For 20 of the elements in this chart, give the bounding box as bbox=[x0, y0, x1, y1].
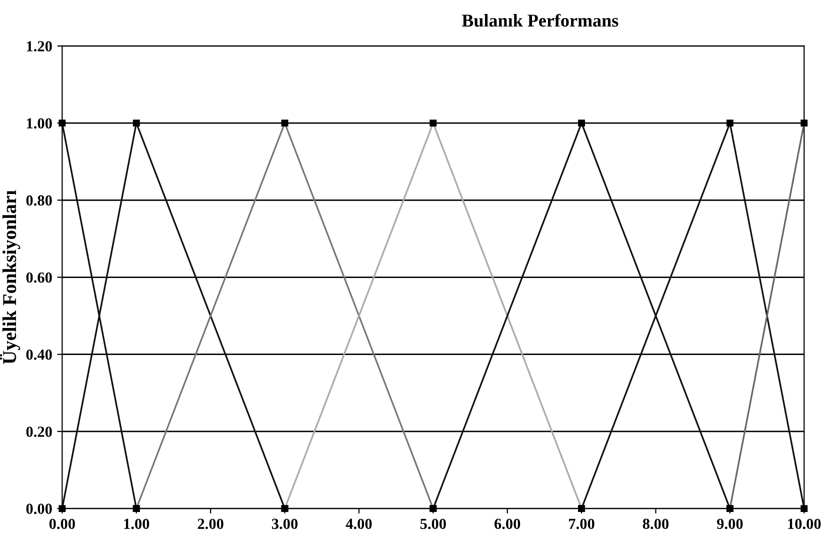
chart-title: Bulanık Performans bbox=[462, 14, 618, 27]
x-tick-label: 9.00 bbox=[716, 518, 743, 530]
x-tick-label: 8.00 bbox=[642, 518, 669, 530]
x-tick-label: 7.00 bbox=[569, 518, 594, 530]
x-tick-label: 1.00 bbox=[124, 518, 150, 530]
x-tick-label: 2.00 bbox=[198, 518, 224, 530]
x-tick-label: 6.00 bbox=[494, 518, 520, 530]
y-tick-label: 0.00 bbox=[26, 504, 52, 514]
y-axis-title: Üyelik Fonksiyonları bbox=[0, 190, 20, 364]
x-tick-label: 3.00 bbox=[272, 518, 298, 530]
x-tick-label: 0.00 bbox=[49, 518, 75, 530]
y-tick-label: 1.00 bbox=[26, 118, 52, 129]
y-tick-label: 1.20 bbox=[26, 41, 52, 52]
x-tick-label: 10.00 bbox=[788, 518, 821, 530]
y-tick-label: 0.60 bbox=[26, 272, 52, 283]
y-tick-label: 0.40 bbox=[26, 349, 52, 360]
x-tick-label: 5.00 bbox=[420, 518, 446, 530]
y-tick-label: 0.20 bbox=[26, 426, 52, 437]
x-tick-label: 4.00 bbox=[346, 518, 372, 530]
y-tick-label: 0.80 bbox=[26, 195, 52, 206]
